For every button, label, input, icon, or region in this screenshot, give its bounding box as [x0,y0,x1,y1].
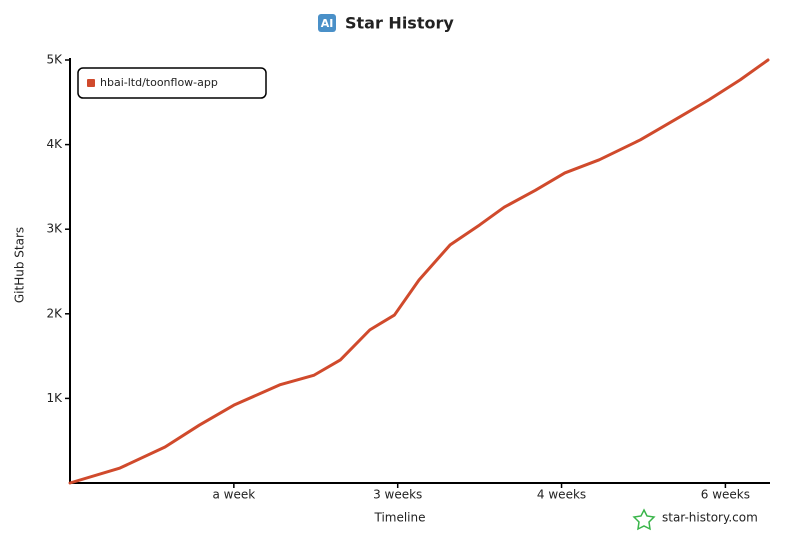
x-tick-label: 3 weeks [373,488,422,502]
y-tick-label: 3K [46,222,63,236]
chart-title: Star History [345,14,454,33]
y-tick-label: 1K [46,391,63,405]
legend-swatch [87,79,95,87]
logo-icon [318,14,336,32]
legend-box [77,67,267,99]
y-tick-label: 5K [46,53,63,67]
y-axis-label: GitHub Stars [13,227,27,303]
watermark-icon [632,508,656,531]
y-tick-label: 2K [46,306,63,320]
logo-text: AI [321,17,334,30]
legend-label: hbai-ltd/toonflow-app [100,76,218,89]
series-line [68,58,770,485]
x-tick-label: 6 weeks [701,488,750,502]
x-axis-label: Timeline [373,511,425,525]
x-tick-label: a week [212,488,255,502]
y-tick-label: 4K [46,137,63,151]
x-tick-label: 4 weeks [537,488,586,502]
watermark: star-history.com [662,511,758,525]
